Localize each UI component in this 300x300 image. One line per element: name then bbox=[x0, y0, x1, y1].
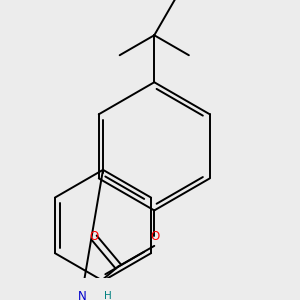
Text: H: H bbox=[104, 291, 112, 300]
Text: N: N bbox=[78, 290, 87, 300]
Text: O: O bbox=[151, 230, 160, 243]
Text: O: O bbox=[89, 230, 99, 243]
